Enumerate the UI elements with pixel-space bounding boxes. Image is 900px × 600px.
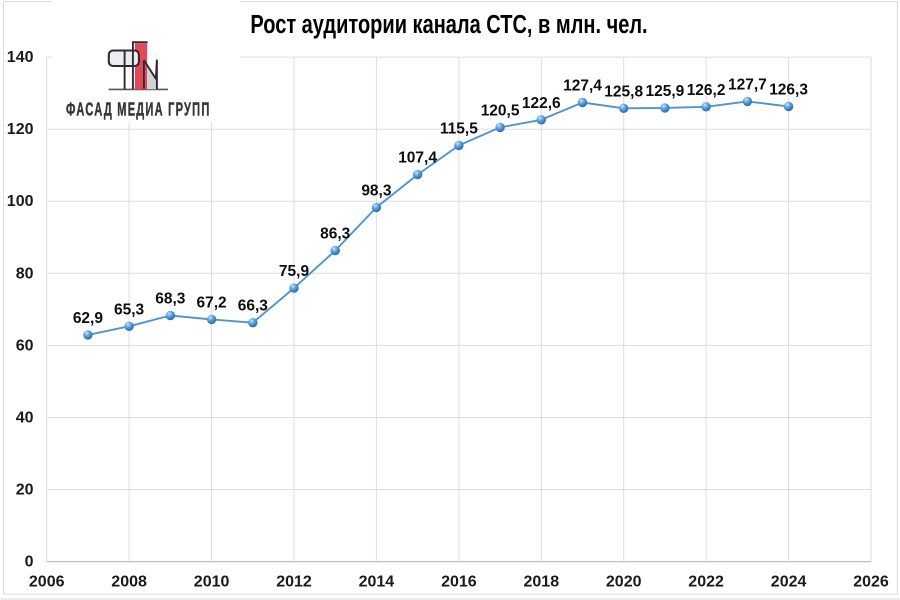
svg-text:120: 120: [7, 121, 34, 138]
svg-text:2024: 2024: [771, 574, 807, 591]
svg-text:2006: 2006: [29, 574, 65, 591]
svg-text:127,4: 127,4: [563, 78, 602, 95]
svg-text:60: 60: [16, 337, 34, 354]
svg-text:62,9: 62,9: [73, 310, 104, 327]
svg-text:127,7: 127,7: [728, 76, 767, 93]
svg-text:2008: 2008: [111, 574, 147, 591]
svg-text:122,6: 122,6: [522, 95, 561, 112]
svg-text:126,3: 126,3: [769, 82, 808, 99]
svg-text:2016: 2016: [441, 574, 477, 591]
svg-text:65,3: 65,3: [114, 301, 145, 318]
svg-text:107,4: 107,4: [398, 150, 437, 167]
svg-text:2012: 2012: [276, 574, 312, 591]
svg-text:2020: 2020: [606, 574, 642, 591]
svg-text:80: 80: [16, 265, 34, 282]
svg-text:66,3: 66,3: [238, 298, 269, 315]
svg-text:86,3: 86,3: [320, 226, 351, 243]
svg-text:125,9: 125,9: [646, 83, 685, 100]
svg-text:40: 40: [16, 410, 34, 427]
svg-text:115,5: 115,5: [440, 120, 478, 137]
svg-text:120,5: 120,5: [481, 102, 520, 119]
svg-text:0: 0: [25, 554, 34, 571]
svg-text:Рост аудитории канала СТС, в м: Рост аудитории канала СТС, в млн. чел.: [250, 10, 647, 39]
svg-text:2026: 2026: [853, 574, 889, 591]
svg-text:2014: 2014: [359, 574, 395, 591]
svg-text:125,8: 125,8: [604, 83, 643, 100]
svg-text:140: 140: [7, 49, 34, 66]
svg-text:100: 100: [7, 193, 34, 210]
svg-text:68,3: 68,3: [155, 291, 186, 308]
svg-text:67,2: 67,2: [197, 294, 227, 311]
svg-text:20: 20: [16, 482, 34, 499]
svg-text:75,9: 75,9: [279, 263, 310, 280]
svg-text:98,3: 98,3: [361, 182, 392, 199]
svg-text:ФАСАД МЕДИА ГРУПП: ФАСАД МЕДИА ГРУПП: [66, 100, 211, 120]
svg-text:2022: 2022: [688, 574, 724, 591]
svg-text:2010: 2010: [194, 574, 230, 591]
svg-text:2018: 2018: [524, 574, 560, 591]
svg-text:126,2: 126,2: [687, 82, 726, 99]
